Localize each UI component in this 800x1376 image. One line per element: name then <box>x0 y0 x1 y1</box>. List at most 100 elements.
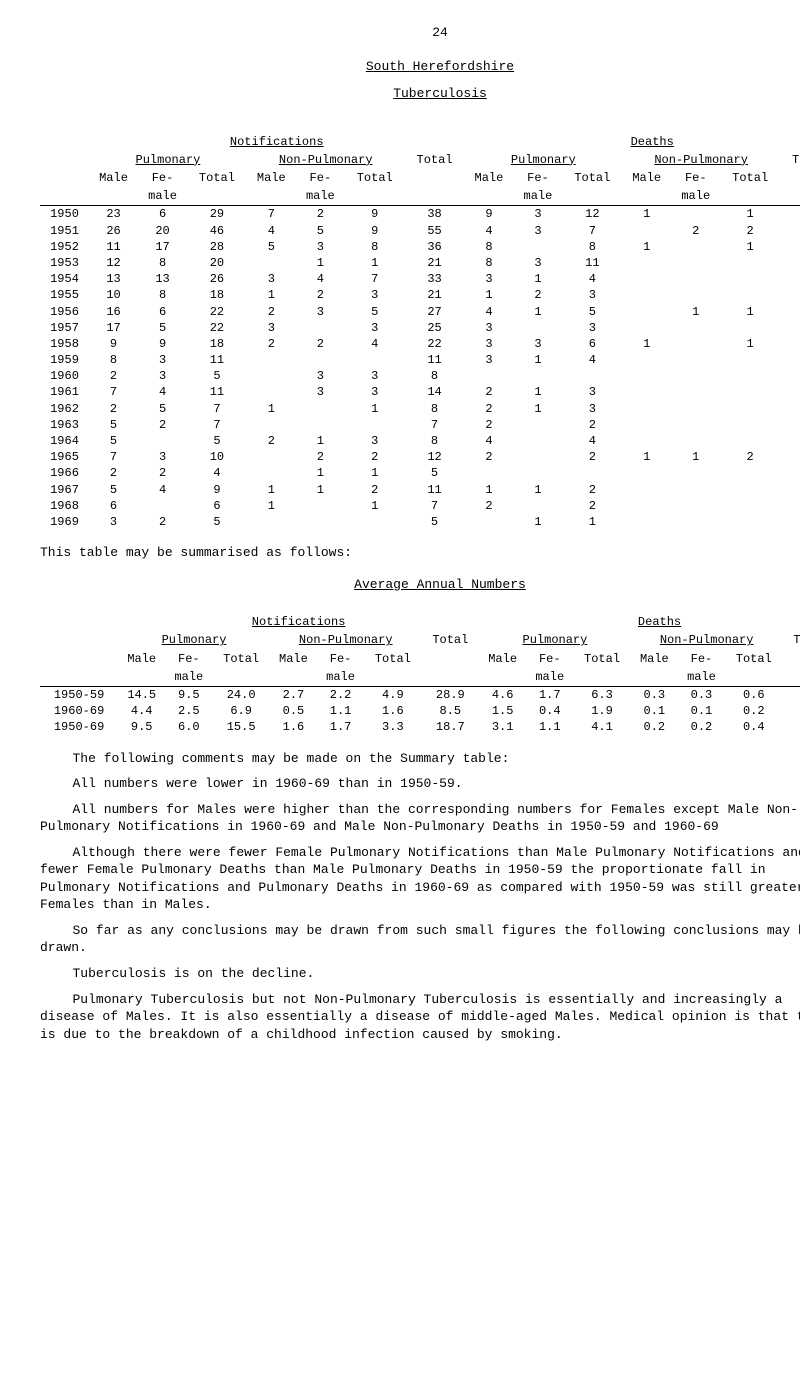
data-cell: 1 <box>464 287 513 303</box>
table-row: 196866117222 <box>40 498 800 514</box>
data-cell <box>720 368 780 384</box>
body-paragraph: Although there were fewer Female Pulmona… <box>40 844 800 914</box>
data-cell: 5 <box>89 482 138 498</box>
data-cell: 7 <box>187 417 247 433</box>
data-cell: 2 <box>247 336 296 352</box>
data-cell: 4.6 <box>479 686 526 703</box>
data-cell: 8 <box>464 255 513 271</box>
year-cell: 1968 <box>40 498 89 514</box>
data-cell: 5 <box>405 514 465 530</box>
data-cell <box>720 271 780 287</box>
data-cell: 0.6 <box>725 686 782 703</box>
table-row: 195510818123211233 <box>40 287 800 303</box>
year-cell: 1967 <box>40 482 89 498</box>
table-row: 1953128201121831111 <box>40 255 800 271</box>
data-cell: 1 <box>562 514 622 530</box>
hdr-pulm-d: Pulmonary <box>511 153 576 167</box>
data-cell: 2 <box>138 465 187 481</box>
data-cell: 36 <box>405 239 465 255</box>
data-cell: 4 <box>780 449 800 465</box>
year-cell: 1961 <box>40 384 89 400</box>
hdr-male: Male <box>464 169 513 187</box>
data-cell: 3 <box>562 384 622 400</box>
data-cell: 3 <box>296 384 345 400</box>
data-cell: 0.4 <box>725 719 782 735</box>
data-cell: 2.1 <box>783 703 800 719</box>
data-cell: 13 <box>89 271 138 287</box>
data-cell: 5 <box>187 514 247 530</box>
data-cell: 0.3 <box>631 686 678 703</box>
data-cell: 1.7 <box>317 719 364 735</box>
data-cell: 1 <box>345 465 405 481</box>
hdr-male: Male <box>247 169 296 187</box>
data-cell: 1 <box>247 498 296 514</box>
data-cell <box>720 482 780 498</box>
year-cell: 1955 <box>40 287 89 303</box>
year-cell: 1965 <box>40 449 89 465</box>
data-cell: 3 <box>780 287 800 303</box>
period-cell: 1950-69 <box>40 719 118 735</box>
data-cell: 1.9 <box>573 703 630 719</box>
data-cell <box>720 498 780 514</box>
data-cell: 3 <box>513 255 562 271</box>
data-cell: 33 <box>405 271 465 287</box>
data-cell: 3 <box>345 320 405 336</box>
year-cell: 1954 <box>40 271 89 287</box>
data-cell: 8 <box>464 239 513 255</box>
data-cell: 4 <box>345 336 405 352</box>
data-cell: 15.5 <box>212 719 269 735</box>
data-cell: 3 <box>296 239 345 255</box>
data-cell: 38 <box>405 206 465 223</box>
data-cell <box>296 401 345 417</box>
data-cell: 1 <box>247 287 296 303</box>
data-cell: 2 <box>345 449 405 465</box>
data-cell <box>720 433 780 449</box>
data-cell: 4.5 <box>783 719 800 735</box>
data-cell: 1 <box>720 239 780 255</box>
data-cell: 8 <box>405 401 465 417</box>
data-cell: 5 <box>345 304 405 320</box>
data-cell <box>513 498 562 514</box>
data-cell <box>622 255 671 271</box>
data-cell: 1.6 <box>364 703 421 719</box>
data-cell <box>296 498 345 514</box>
data-cell: 2 <box>562 482 622 498</box>
data-cell: 3 <box>138 449 187 465</box>
data-cell: 3 <box>345 384 405 400</box>
data-cell <box>622 433 671 449</box>
data-cell <box>720 465 780 481</box>
hdr-total-n: Total <box>405 151 465 169</box>
data-cell: 2 <box>296 287 345 303</box>
data-cell: 1.1 <box>526 719 573 735</box>
data-cell: 1 <box>720 336 780 352</box>
data-cell <box>247 384 296 400</box>
data-cell <box>622 384 671 400</box>
data-cell: 3 <box>464 352 513 368</box>
data-cell: 2.5 <box>165 703 212 719</box>
data-cell: 4 <box>464 223 513 239</box>
data-cell: 2 <box>138 514 187 530</box>
table-row: 19561662223527415116 <box>40 304 800 320</box>
data-cell: 10 <box>89 287 138 303</box>
data-cell: 21 <box>405 287 465 303</box>
data-cell: 1.6 <box>270 719 317 735</box>
data-cell <box>345 417 405 433</box>
data-cell <box>622 417 671 433</box>
data-cell: 14.5 <box>118 686 165 703</box>
data-cell: 4 <box>138 384 187 400</box>
data-cell: 14 <box>405 384 465 400</box>
data-cell: 1 <box>513 271 562 287</box>
data-cell: 3 <box>780 401 800 417</box>
body-paragraph: Tuberculosis is on the decline. <box>40 965 800 983</box>
data-cell: 1 <box>720 304 780 320</box>
data-cell: 5 <box>89 433 138 449</box>
data-cell <box>247 465 296 481</box>
data-cell <box>138 433 187 449</box>
data-cell: 7 <box>89 449 138 465</box>
hdr-notifications2: Notifications <box>252 615 346 629</box>
data-cell <box>622 498 671 514</box>
data-cell <box>671 417 720 433</box>
table-row: 1967549112111122 <box>40 482 800 498</box>
data-cell: 11 <box>405 482 465 498</box>
data-cell: 4 <box>780 433 800 449</box>
